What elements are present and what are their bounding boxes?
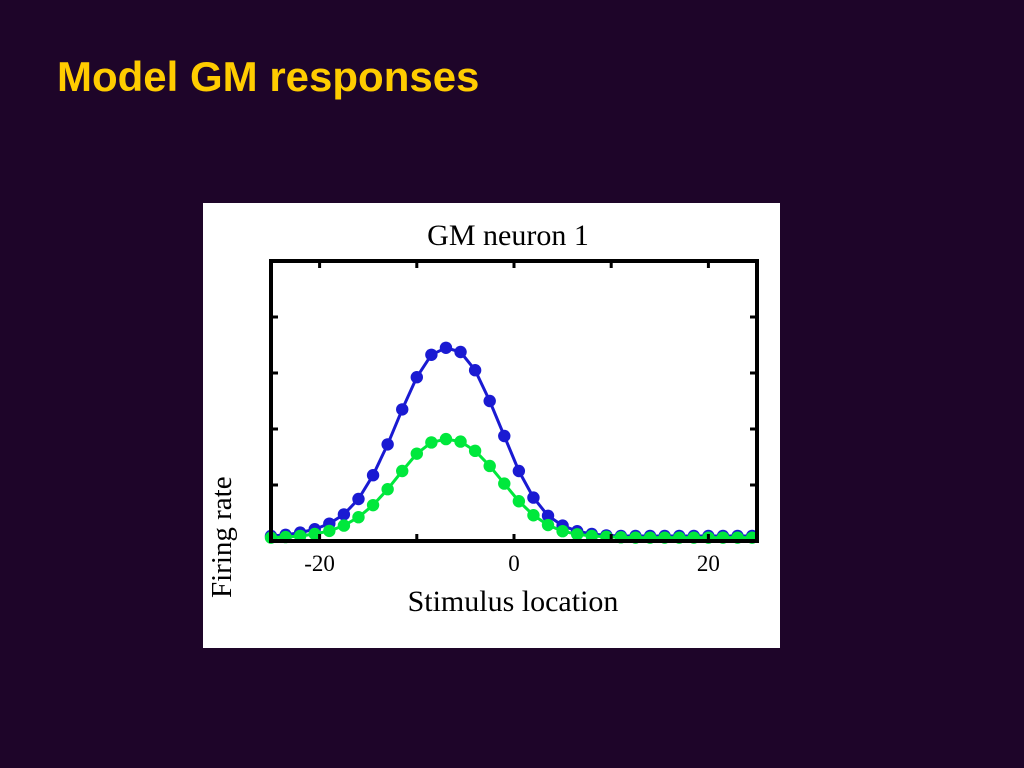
data-point [556,525,569,538]
data-point [337,519,351,532]
data-point [541,509,555,522]
data-point [527,509,540,522]
data-point [425,348,438,361]
data-point [498,429,511,443]
x-tick-labels: -20 0 20 [304,551,720,576]
data-point [381,438,394,451]
data-point [366,498,380,512]
data-point [512,495,526,508]
page-title: Model GM responses [57,53,480,100]
data-point [410,371,423,384]
data-point [425,436,438,449]
data-point [352,492,365,506]
series-line [269,346,754,538]
x-tick-label: 0 [508,551,520,576]
series-line [269,437,754,540]
data-point [527,491,540,504]
plot-area: -20 0 20 [264,259,759,576]
x-tick-label: 20 [697,551,720,576]
chart-figure: GM neuron 1 Firing rate Stimulus locatio… [203,203,780,648]
data-point [439,341,453,354]
x-axis-label: Stimulus location [408,585,619,618]
data-point [323,524,336,538]
data-point [468,444,482,458]
data-point [410,447,423,460]
data-point [570,528,584,541]
data-point [352,511,365,524]
data-point [308,527,321,541]
data-point [483,459,496,473]
figure-panel: GM neuron 1 Firing rate Stimulus locatio… [203,203,780,648]
data-point [439,432,453,446]
data-point [366,469,380,482]
chart-title: GM neuron 1 [427,219,589,252]
data-point [498,477,511,490]
data-point [483,394,496,408]
axes-frame [269,259,759,543]
figure-background [203,203,780,648]
x-tick-label: -20 [304,551,335,576]
data-point [468,364,482,377]
data-point [454,345,467,359]
data-point [541,518,555,532]
data-point [396,464,409,478]
data-point [337,508,351,521]
data-point [454,435,467,448]
data-point [381,483,394,496]
y-axis-label: Firing rate [206,476,238,598]
data-point [512,464,526,478]
data-point [396,403,409,416]
